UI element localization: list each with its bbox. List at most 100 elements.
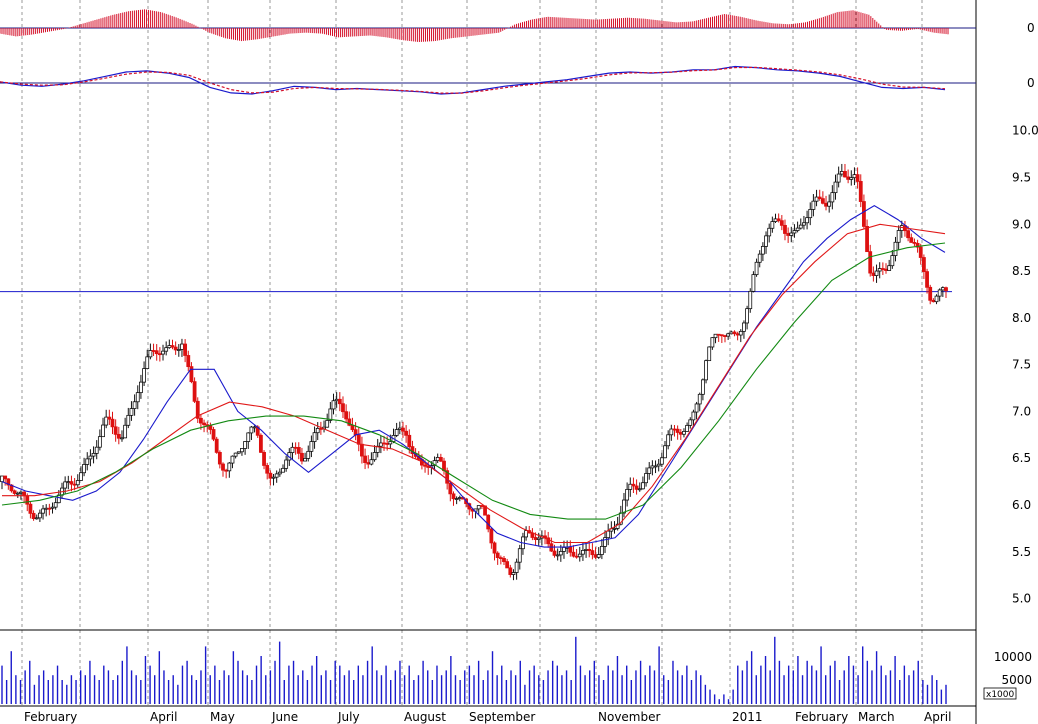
candle-body	[492, 542, 497, 554]
candle-body	[893, 241, 898, 256]
candle-body	[312, 432, 317, 442]
candle-body	[735, 333, 740, 336]
histogram-oscillator-panel	[0, 9, 976, 42]
panel-frames	[0, 0, 977, 724]
candle-body	[779, 220, 784, 226]
candle-body	[385, 443, 390, 445]
candle-body	[789, 232, 794, 236]
candle-body	[767, 227, 772, 237]
candle-body	[666, 434, 671, 447]
candle-body	[568, 546, 573, 553]
candle-body	[940, 287, 945, 291]
candle-body	[66, 481, 71, 483]
candle-body	[915, 242, 920, 248]
x-tick-label: February	[24, 710, 77, 724]
macd-signal-line	[0, 66, 946, 94]
candle-body	[669, 428, 674, 436]
candle-body	[511, 572, 516, 575]
candle-body	[230, 455, 235, 464]
candle-body	[713, 333, 718, 339]
candle-body	[189, 366, 194, 383]
candle-body	[394, 429, 399, 436]
candle-body	[3, 475, 8, 480]
candle-body	[91, 452, 96, 457]
candle-body	[438, 457, 443, 462]
candle-body	[685, 424, 690, 432]
candle-body	[612, 528, 617, 530]
macd-line	[0, 65, 946, 95]
candle-body	[836, 173, 841, 183]
candle-body	[590, 550, 595, 556]
candle-body	[97, 436, 102, 448]
candle-body	[233, 452, 238, 457]
candle-body	[596, 554, 601, 558]
candle-body	[240, 448, 244, 453]
x-tick-label: June	[271, 710, 298, 724]
candle-body	[176, 349, 181, 351]
candle-body	[931, 299, 936, 303]
price-tick-label: 8.5	[1012, 264, 1031, 278]
candle-body	[514, 561, 519, 573]
candle-body	[562, 547, 566, 552]
candle-body	[407, 434, 412, 448]
candle-body	[145, 356, 150, 369]
candle-body	[271, 476, 276, 479]
candle-body	[217, 451, 222, 465]
candle-body	[306, 450, 311, 459]
candle-body	[363, 455, 367, 463]
candle-body	[574, 555, 579, 558]
candle-body	[236, 451, 241, 454]
candle-body	[75, 480, 80, 486]
candle-body	[830, 192, 835, 203]
candle-body	[710, 337, 715, 348]
candle-body	[502, 558, 506, 563]
candle-body	[682, 431, 686, 435]
candle-body	[12, 490, 17, 494]
volume-tick-label: 5000	[1001, 673, 1032, 687]
candle-body	[783, 224, 787, 234]
candle-body	[874, 270, 879, 276]
candle-body	[795, 227, 800, 231]
price-tick-label: 9.0	[1012, 217, 1031, 231]
x-tick-label: 2011	[732, 710, 763, 724]
candle-body	[454, 498, 459, 500]
volume-panel	[1, 636, 947, 704]
candle-body	[44, 507, 49, 510]
volume-unit-label: x1000	[986, 690, 1015, 700]
candle-body	[855, 174, 860, 182]
candle-body	[401, 427, 405, 432]
candle-body	[284, 459, 289, 469]
candle-body	[404, 430, 409, 436]
candle-body	[15, 492, 20, 495]
candle-body	[805, 217, 809, 224]
candle-body	[912, 242, 917, 244]
candle-body	[252, 426, 257, 429]
candle-body	[274, 473, 279, 478]
candle-body	[820, 198, 825, 204]
candle-body	[457, 497, 462, 499]
candle-body	[173, 346, 178, 351]
candle-body	[798, 224, 803, 229]
candle-body	[170, 345, 175, 348]
candle-body	[625, 488, 630, 501]
candle-body	[937, 289, 942, 297]
candle-body	[6, 478, 11, 486]
candle-body	[944, 287, 948, 291]
candle-body	[277, 471, 282, 475]
candle-body	[208, 425, 213, 430]
candle-body	[558, 551, 563, 556]
candle-body	[764, 235, 768, 247]
candle-body	[161, 350, 165, 355]
candle-body	[770, 221, 775, 229]
candle-body	[132, 401, 137, 409]
candle-body	[281, 467, 285, 473]
candle-body	[34, 517, 39, 520]
candle-body	[808, 209, 813, 219]
moving-average-line	[1, 242, 946, 520]
candle-body	[142, 368, 146, 383]
candle-body	[637, 488, 642, 491]
candle-body	[704, 360, 708, 381]
candle-body	[139, 381, 143, 394]
candle-body	[824, 202, 828, 207]
